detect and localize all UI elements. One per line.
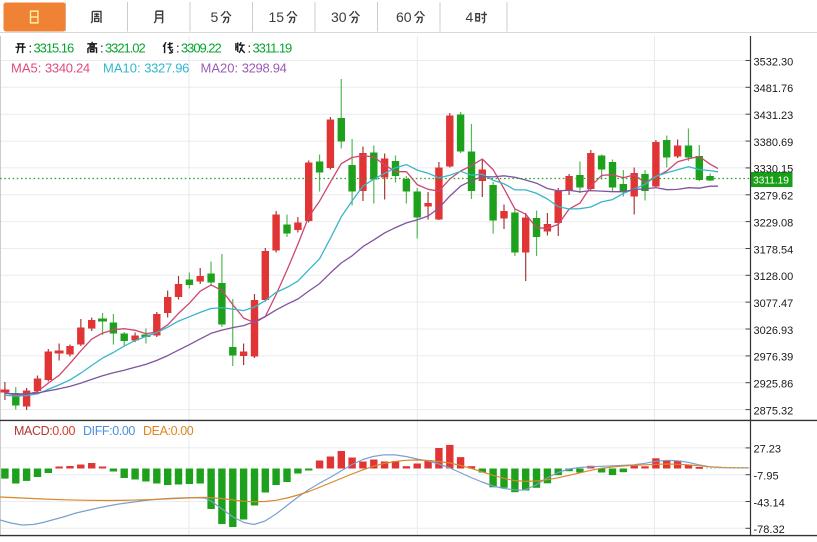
svg-text:5: 5: [211, 9, 219, 25]
svg-text:3026.93: 3026.93: [754, 325, 794, 337]
svg-text:DIFF:0.00: DIFF:0.00: [83, 424, 135, 438]
svg-text:3330.15: 3330.15: [754, 164, 794, 176]
svg-text:3077.47: 3077.47: [754, 298, 794, 310]
svg-text:-7.95: -7.95: [754, 471, 779, 483]
svg-text:3309.22: 3309.22: [181, 40, 221, 55]
svg-text:3431.23: 3431.23: [754, 110, 794, 122]
svg-text:3178.54: 3178.54: [754, 244, 794, 256]
svg-text::: :: [176, 40, 180, 55]
svg-text:-78.32: -78.32: [754, 524, 785, 536]
svg-text:MA20: 3298.94: MA20: 3298.94: [201, 61, 287, 76]
svg-text:3128.00: 3128.00: [754, 271, 794, 283]
svg-text:30: 30: [331, 9, 347, 25]
svg-text:60: 60: [396, 9, 412, 25]
svg-text:2925.86: 2925.86: [754, 379, 794, 391]
svg-text:MA10: 3327.96: MA10: 3327.96: [103, 61, 189, 76]
svg-text:3321.02: 3321.02: [105, 40, 145, 55]
svg-text:-43.14: -43.14: [754, 497, 785, 509]
svg-text:3311.19: 3311.19: [753, 175, 789, 187]
svg-text:3229.08: 3229.08: [754, 217, 794, 229]
svg-text::: :: [29, 40, 33, 55]
svg-text:2976.39: 2976.39: [754, 352, 794, 364]
svg-text:3481.76: 3481.76: [754, 83, 794, 95]
svg-text:MA5: 3340.24: MA5: 3340.24: [11, 61, 90, 76]
svg-text:3532.30: 3532.30: [754, 56, 794, 68]
svg-text:3315.16: 3315.16: [34, 40, 74, 55]
svg-text:MACD:0.00: MACD:0.00: [14, 424, 75, 438]
svg-text:27.23: 27.23: [754, 444, 782, 456]
svg-text:3279.62: 3279.62: [754, 191, 794, 203]
svg-text:2875.32: 2875.32: [754, 405, 794, 417]
svg-text::: :: [248, 40, 252, 55]
svg-text:3311.19: 3311.19: [253, 40, 292, 55]
svg-text::: :: [100, 40, 104, 55]
svg-text:DEA:0.00: DEA:0.00: [143, 424, 194, 438]
svg-text:4: 4: [466, 9, 474, 25]
svg-text:15: 15: [269, 9, 285, 25]
svg-text:3380.69: 3380.69: [754, 137, 794, 149]
